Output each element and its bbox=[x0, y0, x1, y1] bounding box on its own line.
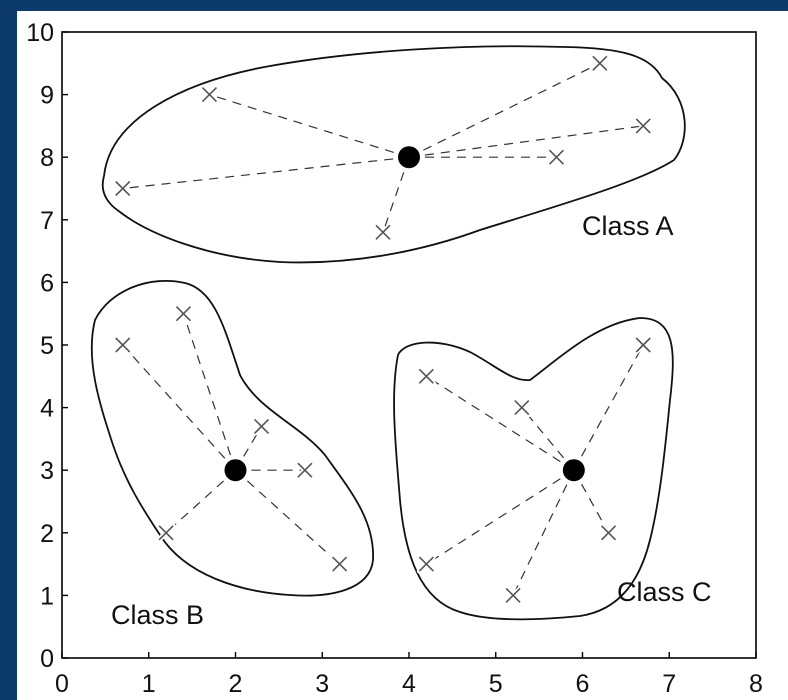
class-a-label: Class A bbox=[582, 211, 674, 241]
y-tick-label: 1 bbox=[40, 582, 54, 610]
class-b-label: Class B bbox=[111, 600, 204, 630]
y-tick-label: 9 bbox=[40, 82, 54, 110]
y-tick-label: 0 bbox=[40, 645, 54, 673]
centroid-spokes bbox=[122, 62, 644, 596]
x-marker bbox=[295, 460, 315, 480]
x-marker bbox=[416, 366, 436, 386]
x-marker bbox=[633, 335, 653, 355]
y-tick-label: 6 bbox=[40, 269, 54, 297]
x-marker bbox=[330, 554, 350, 574]
spoke-line bbox=[165, 469, 236, 534]
spoke-line bbox=[573, 344, 644, 471]
x-marker bbox=[156, 523, 176, 543]
x-tick-label: 0 bbox=[55, 670, 69, 698]
x-tick-label: 6 bbox=[576, 670, 590, 698]
x-marker bbox=[503, 585, 523, 605]
x-tick-label: 2 bbox=[229, 670, 243, 698]
y-axis-ticks: 0 1 2 3 4 5 6 7 8 9 10 bbox=[26, 19, 68, 673]
spoke-line bbox=[235, 469, 341, 565]
x-tick-label: 4 bbox=[402, 670, 416, 698]
x-tick-label: 1 bbox=[142, 670, 156, 698]
class-c-label: Class C bbox=[617, 577, 712, 607]
class-b-boundary bbox=[90, 279, 374, 597]
x-marker bbox=[512, 398, 532, 418]
y-tick-label: 3 bbox=[40, 457, 54, 485]
y-tick-label: 7 bbox=[40, 207, 54, 235]
x-tick-label: 8 bbox=[749, 670, 763, 698]
spoke-line bbox=[382, 157, 410, 233]
y-tick-label: 10 bbox=[26, 19, 54, 47]
x-marker bbox=[546, 147, 566, 167]
class-c-boundary bbox=[393, 317, 674, 621]
class-a-boundary bbox=[101, 45, 686, 264]
x-tick-label: 7 bbox=[662, 670, 676, 698]
x-marker bbox=[416, 554, 436, 574]
spoke-line bbox=[122, 156, 410, 190]
y-tick-label: 2 bbox=[40, 520, 54, 548]
x-tick-label: 5 bbox=[489, 670, 503, 698]
data-points bbox=[113, 53, 653, 605]
spoke-line bbox=[408, 62, 601, 158]
x-marker bbox=[633, 116, 653, 136]
x-marker bbox=[173, 304, 193, 324]
spoke-line bbox=[426, 375, 575, 471]
x-marker bbox=[373, 222, 393, 242]
y-tick-label: 4 bbox=[40, 395, 54, 423]
x-marker bbox=[113, 335, 133, 355]
x-marker bbox=[252, 416, 272, 436]
spoke-line bbox=[426, 469, 575, 565]
x-marker bbox=[199, 85, 219, 105]
y-tick-label: 8 bbox=[40, 144, 54, 172]
spoke-line bbox=[408, 125, 644, 158]
centroid-dot bbox=[398, 146, 420, 169]
x-marker bbox=[113, 179, 133, 198]
spoke-line bbox=[512, 469, 575, 596]
y-tick-label: 5 bbox=[40, 332, 54, 360]
spoke-line bbox=[573, 469, 610, 534]
frame-left-border bbox=[0, 0, 17, 700]
centroid-dot bbox=[224, 459, 247, 482]
x-marker bbox=[599, 523, 619, 543]
spoke-line bbox=[182, 313, 237, 471]
spoke-line bbox=[209, 94, 410, 158]
centroids bbox=[224, 146, 585, 482]
x-tick-label: 3 bbox=[315, 670, 329, 698]
x-axis-ticks: 0 1 2 3 4 5 6 7 8 bbox=[55, 652, 763, 698]
x-marker bbox=[590, 53, 610, 73]
frame-top-border bbox=[0, 0, 788, 11]
spoke-line bbox=[521, 407, 575, 471]
centroid-dot bbox=[562, 459, 585, 482]
spoke-line bbox=[122, 344, 236, 471]
